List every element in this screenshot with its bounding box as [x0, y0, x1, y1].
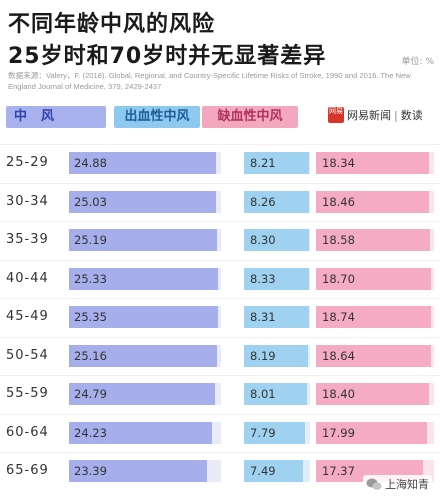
table-row: 40-44 25.33 8.33 18.70 [0, 259, 440, 290]
logo-column: 数读 [400, 109, 423, 122]
hemorrhagic-stroke-bar [244, 421, 306, 444]
hemorrhagic-stroke-bar [244, 152, 309, 174]
ischemic-stroke-bar [316, 306, 432, 328]
logo-name: 网易新闻 [347, 109, 391, 122]
row-divider [0, 336, 440, 338]
total-stroke-bar [69, 190, 217, 213]
age-group-label: 35-39 [6, 232, 49, 247]
logo-separator: | [394, 108, 398, 122]
hemorrhagic-stroke-bar [244, 229, 310, 251]
ischemic-stroke-value: 18.58 [322, 233, 355, 247]
hemorrhagic-stroke-bar [244, 267, 310, 290]
ischemic-stroke-value: 18.70 [322, 271, 355, 286]
hemorrhagic-stroke-bar [244, 383, 307, 405]
chart-subtitle: 25岁时和70岁时并无显著差异 [8, 44, 327, 69]
hemorrhagic-stroke-bar [244, 190, 309, 213]
row-divider [0, 452, 440, 453]
hemorrhagic-stroke-value: 8.19 [250, 348, 276, 363]
total-stroke-value: 25.35 [74, 310, 107, 324]
chart-title: 不同年龄中风的风险 [8, 12, 216, 37]
hemorrhagic-stroke-bar [244, 344, 309, 367]
ischemic-stroke-value: 18.46 [322, 194, 355, 209]
hemorrhagic-stroke-value: 8.31 [250, 310, 276, 324]
row-divider [0, 413, 440, 415]
age-group-label: 65-69 [6, 463, 49, 478]
age-group-label: 30-34 [6, 193, 49, 209]
hemorrhagic-stroke-value: 8.01 [250, 387, 276, 401]
row-divider [0, 259, 440, 261]
age-group-label: 55-59 [6, 386, 49, 401]
total-stroke-value: 24.79 [74, 387, 107, 401]
age-group-label: 40-44 [6, 270, 49, 286]
ischemic-stroke-bar [316, 229, 431, 251]
total-stroke-value: 23.39 [74, 464, 107, 478]
ischemic-stroke-bar [316, 383, 430, 405]
table-row: 60-64 24.23 7.79 17.99 [0, 413, 440, 444]
ischemic-stroke-value: 18.74 [322, 310, 355, 324]
netease-badge-icon: 网易 [328, 107, 344, 123]
watermark-text: 上海知青 [385, 478, 429, 491]
age-group-label: 45-49 [6, 309, 49, 324]
source-note: 数据来源：Valery，F. (2018). Global, Regional,… [8, 71, 411, 91]
age-group-label: 60-64 [6, 424, 49, 440]
ischemic-stroke-bar [316, 267, 431, 290]
total-stroke-value: 24.88 [74, 156, 107, 170]
ischemic-stroke-value: 17.37 [322, 464, 355, 478]
ischemic-stroke-bar [316, 421, 427, 444]
header-total-label: 中风 [14, 109, 69, 124]
ischemic-stroke-value: 17.99 [322, 425, 355, 440]
row-divider [0, 144, 440, 145]
table-row: 55-59 24.79 8.01 18.40 [0, 375, 440, 405]
total-stroke-bar [69, 344, 218, 367]
total-stroke-value: 25.16 [74, 348, 107, 363]
hemorrhagic-stroke-bar [244, 306, 310, 328]
ischemic-stroke-value: 18.40 [322, 387, 355, 401]
table-row: 30-34 25.03 8.26 18.46 [0, 182, 440, 213]
header-hemorrhagic-stroke: 出血性中风 [114, 106, 200, 128]
total-stroke-bar [69, 421, 212, 444]
ischemic-stroke-value: 18.34 [322, 156, 355, 170]
hemorrhagic-stroke-value: 7.79 [250, 425, 276, 440]
hemorrhagic-stroke-value: 8.21 [250, 156, 276, 170]
hemorrhagic-stroke-bar [244, 460, 303, 482]
ischemic-stroke-bar [316, 344, 431, 367]
total-stroke-bar [69, 460, 207, 482]
watermark: 上海知青 [363, 475, 432, 493]
ischemic-stroke-bar [316, 190, 430, 213]
hemorrhagic-stroke-value: 8.33 [250, 271, 276, 286]
unit-label: 单位: % [401, 57, 434, 67]
netease-logo: 网易 网易新闻 | 数读 [328, 106, 423, 124]
ischemic-stroke-value: 18.64 [322, 348, 355, 363]
table-row: 25-29 24.88 8.21 18.34 [0, 144, 440, 174]
total-stroke-value: 25.19 [74, 233, 107, 247]
hemorrhagic-stroke-value: 7.49 [250, 464, 276, 478]
age-group-label: 25-29 [6, 155, 49, 170]
row-divider [0, 375, 440, 376]
total-stroke-bar [69, 229, 218, 251]
total-stroke-value: 25.33 [74, 271, 107, 286]
header-ischemic-stroke: 缺血性中风 [202, 106, 298, 128]
total-stroke-bar [69, 152, 216, 174]
total-stroke-bar [69, 267, 219, 290]
table-row: 45-49 25.35 8.31 18.74 [0, 298, 440, 328]
row-divider [0, 221, 440, 222]
hemorrhagic-stroke-value: 8.26 [250, 194, 276, 209]
hemorrhagic-stroke-value: 8.30 [250, 233, 276, 247]
total-stroke-bar [69, 306, 219, 328]
table-row: 35-39 25.19 8.30 18.58 [0, 221, 440, 251]
table-row: 50-54 25.16 8.19 18.64 [0, 336, 440, 367]
total-stroke-value: 24.23 [74, 425, 107, 440]
row-divider [0, 182, 440, 184]
header-total-stroke: 中风 [6, 106, 106, 128]
row-divider [0, 298, 440, 299]
total-stroke-value: 25.03 [74, 194, 107, 209]
total-stroke-bar [69, 383, 216, 405]
wechat-icon [366, 478, 382, 490]
ischemic-stroke-bar [316, 152, 429, 174]
age-group-label: 50-54 [6, 347, 49, 363]
